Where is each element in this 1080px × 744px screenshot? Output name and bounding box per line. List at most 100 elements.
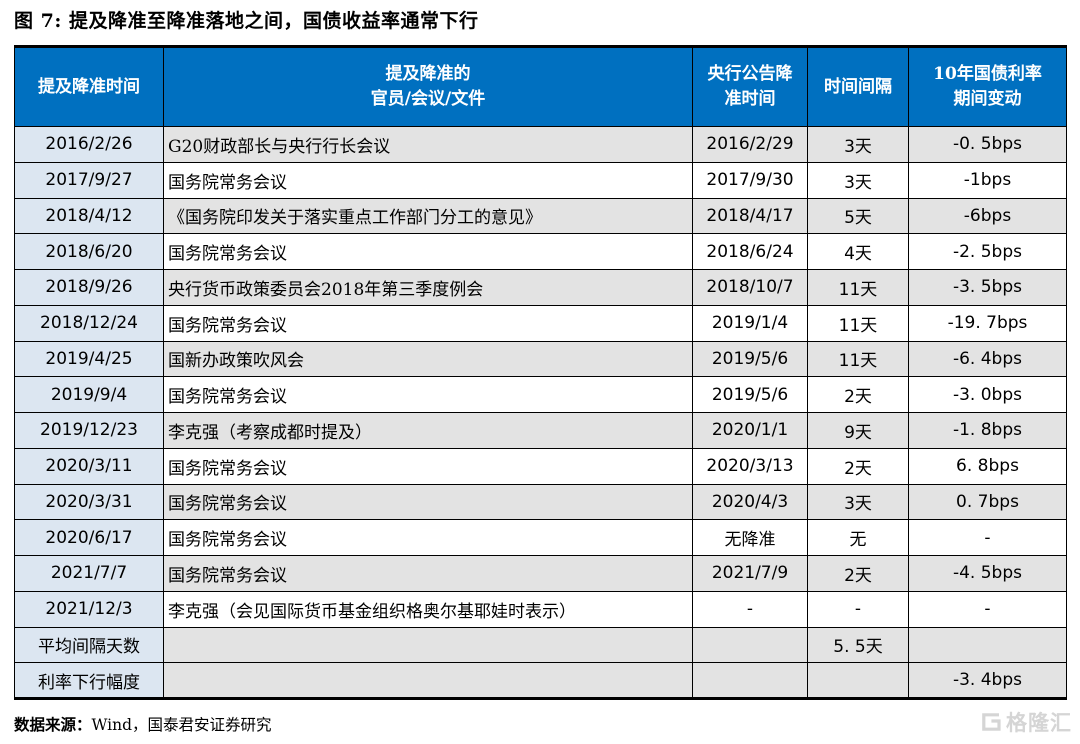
cell-official-meeting: 央行货币政策委员会2018年第三季度例会 <box>163 269 693 306</box>
cell-announce-date: 2020/3/13 <box>692 447 808 485</box>
cell-yield-change: -3. 5bps <box>908 269 1067 306</box>
cell-yield-change: -1bps <box>908 161 1067 199</box>
cell-yield-change: -0. 5bps <box>908 126 1067 163</box>
table-row: 2019/4/25 国新办政策吹风会 2019/5/6 11天 -6. 4bps <box>14 340 1067 378</box>
rrr-cut-table: 提及降准时间 提及降准的 官员/会议/文件 央行公告降 准时间 时间间隔 10年… <box>14 45 1067 700</box>
table-row: 2018/6/20 国务院常务会议 2018/6/24 4天 -2. 5bps <box>14 233 1067 270</box>
cell-interval: 9天 <box>807 412 909 449</box>
cell-interval: 4天 <box>807 233 909 270</box>
cell-mention-date: 2021/7/7 <box>14 555 164 592</box>
cell-mention-date: 2019/12/23 <box>14 412 164 449</box>
cell-official-meeting: 李克强（会见国际货币基金组织格奥尔基耶娃时表示） <box>163 590 693 628</box>
cell-yield-change: 0. 7bps <box>908 483 1067 521</box>
cell-mention-date: 平均间隔天数 <box>14 626 164 664</box>
cell-announce-date: 2016/2/29 <box>692 126 808 163</box>
cell-announce-date: 2017/9/30 <box>692 161 808 199</box>
cell-yield-change: -1. 8bps <box>908 412 1067 449</box>
cell-yield-change: -3. 4bps <box>908 662 1067 699</box>
table-row: 2018/9/26 央行货币政策委员会2018年第三季度例会 2018/10/7 11… <box>14 269 1067 306</box>
cell-announce-date: 2018/10/7 <box>692 269 808 306</box>
cell-yield-change: -3. 0bps <box>908 376 1067 413</box>
cell-mention-date: 2019/4/25 <box>14 340 164 378</box>
cell-official-meeting: 国务院常务会议 <box>163 483 693 521</box>
gelonghui-watermark: 格隆汇 <box>979 707 1072 737</box>
cell-mention-date: 2018/6/20 <box>14 233 164 270</box>
cell-yield-change: -19. 7bps <box>908 304 1067 342</box>
cell-interval: - <box>807 590 909 628</box>
figure-table-container: 提及降准时间 提及降准的 官员/会议/文件 央行公告降 准时间 时间间隔 10年… <box>14 45 1067 700</box>
cell-announce-date: 2018/6/24 <box>692 233 808 270</box>
header-cell-yield-change: 10年国债利率 期间变动 <box>908 46 1067 127</box>
cell-official-meeting: 国务院常务会议 <box>163 161 693 199</box>
cell-announce-date: - <box>692 590 808 628</box>
header-cell-mention-date: 提及降准时间 <box>14 46 164 127</box>
cell-announce-date: 无降准 <box>692 519 808 556</box>
table-body: 2016/2/26 G20财政部长与央行行长会议 2016/2/29 3天 -0. 5b… <box>14 126 1067 699</box>
table-row: 2020/3/31 国务院常务会议 2020/4/3 3天 0. 7bps <box>14 483 1067 521</box>
cell-mention-date: 2018/9/26 <box>14 269 164 306</box>
cell-official-meeting: 国务院常务会议 <box>163 376 693 413</box>
cell-yield-change: -4. 5bps <box>908 555 1067 592</box>
cell-announce-date: 2020/1/1 <box>692 412 808 449</box>
cell-official-meeting: G20财政部长与央行行长会议 <box>163 126 693 163</box>
cell-interval: 无 <box>807 519 909 556</box>
table-row: 2018/12/24 国务院常务会议 2019/1/4 11天 -19. 7bps <box>14 304 1067 342</box>
summary-row: 平均间隔天数 5. 5天 <box>14 626 1067 664</box>
table-row: 2021/12/3 李克强（会见国际货币基金组织格奥尔基耶娃时表示） - - - <box>14 590 1067 628</box>
cell-announce-date <box>692 662 808 699</box>
cell-yield-change: - <box>908 519 1067 556</box>
cell-interval: 3天 <box>807 126 909 163</box>
cell-interval: 2天 <box>807 447 909 485</box>
cell-interval <box>807 662 909 699</box>
cell-yield-change: -2. 5bps <box>908 233 1067 270</box>
cell-announce-date: 2019/1/4 <box>692 304 808 342</box>
cell-official-meeting: 国务院常务会议 <box>163 555 693 592</box>
table-row: 2019/9/4 国务院常务会议 2019/5/6 2天 -3. 0bps <box>14 376 1067 413</box>
table-row: 2021/7/7 国务院常务会议 2021/7/9 2天 -4. 5bps <box>14 555 1067 592</box>
cell-announce-date: 2018/4/17 <box>692 197 808 235</box>
cell-mention-date: 2016/2/26 <box>14 126 164 163</box>
table-row: 2016/2/26 G20财政部长与央行行长会议 2016/2/29 3天 -0. 5b… <box>14 126 1067 163</box>
cell-yield-change <box>908 626 1067 664</box>
table-row: 2019/12/23 李克强（考察成都时提及） 2020/1/1 9天 -1. 8bps <box>14 412 1067 449</box>
cell-mention-date: 2021/12/3 <box>14 590 164 628</box>
cell-yield-change: 6. 8bps <box>908 447 1067 485</box>
cell-interval: 3天 <box>807 483 909 521</box>
cell-official-meeting: 国务院常务会议 <box>163 447 693 485</box>
cell-announce-date: 2021/7/9 <box>692 555 808 592</box>
cell-mention-date: 2020/6/17 <box>14 519 164 556</box>
table-row: 2017/9/27 国务院常务会议 2017/9/30 3天 -1bps <box>14 161 1067 199</box>
cell-mention-date: 2018/12/24 <box>14 304 164 342</box>
cell-announce-date <box>692 626 808 664</box>
cell-interval: 5天 <box>807 197 909 235</box>
cell-official-meeting: 李克强（考察成都时提及） <box>163 412 693 449</box>
cell-mention-date: 2019/9/4 <box>14 376 164 413</box>
cell-mention-date: 2020/3/31 <box>14 483 164 521</box>
cell-yield-change: -6bps <box>908 197 1067 235</box>
table-header-row: 提及降准时间 提及降准的 官员/会议/文件 央行公告降 准时间 时间间隔 10年… <box>14 46 1067 127</box>
cell-yield-change: -6. 4bps <box>908 340 1067 378</box>
table-row: 2018/4/12 《国务院印发关于落实重点工作部门分工的意见》 2018/4/17… <box>14 197 1067 235</box>
cell-mention-date: 2017/9/27 <box>14 161 164 199</box>
header-cell-official-meeting: 提及降准的 官员/会议/文件 <box>163 46 693 127</box>
cell-announce-date: 2020/4/3 <box>692 483 808 521</box>
summary-row: 利率下行幅度 -3. 4bps <box>14 662 1067 699</box>
cell-official-meeting: 国务院常务会议 <box>163 233 693 270</box>
cell-mention-date: 利率下行幅度 <box>14 662 164 699</box>
cell-announce-date: 2019/5/6 <box>692 376 808 413</box>
cell-official-meeting: 《国务院印发关于落实重点工作部门分工的意见》 <box>163 197 693 235</box>
cell-official-meeting <box>163 662 693 699</box>
table-row: 2020/3/11 国务院常务会议 2020/3/13 2天 6. 8bps <box>14 447 1067 485</box>
data-source-value: Wind，国泰君安证券研究 <box>91 716 272 734</box>
cell-official-meeting: 国务院常务会议 <box>163 519 693 556</box>
watermark-brand-text: 格隆汇 <box>1006 711 1072 735</box>
table-row: 2020/6/17 国务院常务会议 无降准无 - <box>14 519 1067 556</box>
cell-interval: 5. 5天 <box>807 626 909 664</box>
cell-official-meeting: 国新办政策吹风会 <box>163 340 693 378</box>
gelonghui-logo-icon <box>979 710 1003 734</box>
cell-official-meeting <box>163 626 693 664</box>
data-source-label: 数据来源： <box>14 715 92 734</box>
cell-official-meeting: 国务院常务会议 <box>163 304 693 342</box>
cell-interval: 2天 <box>807 555 909 592</box>
cell-interval: 11天 <box>807 304 909 342</box>
